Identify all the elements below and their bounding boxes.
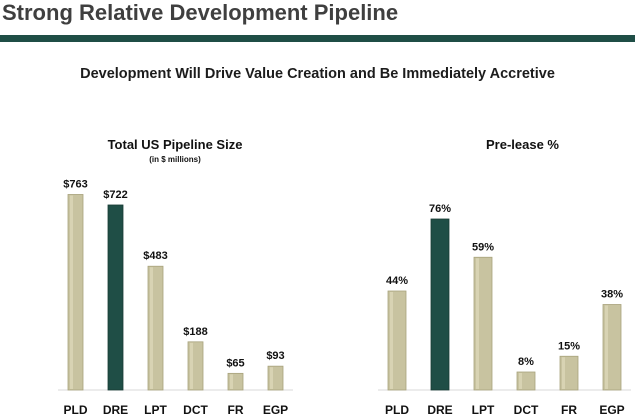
prelease-category-label-fr: FR [561,403,577,417]
pipeline-category-label-fr: FR [228,403,244,417]
pipeline-category-label-egp: EGP [263,403,288,417]
prelease-category-label-dct: DCT [514,403,539,417]
prelease-chart-title: Pre-lease % [486,137,559,152]
prelease-bar-shine-egp [605,305,608,389]
pipeline-category-label-lpt: LPT [144,403,167,417]
pipeline-value-label-pld: $763 [63,178,87,190]
pipeline-chart-unit: (in $ millions) [149,155,201,164]
prelease-bar-shine-lpt [476,258,479,389]
pipeline-value-label-egp: $93 [266,350,284,362]
prelease-bar-shine-fr [562,357,565,389]
prelease-category-label-lpt: LPT [472,403,495,417]
pipeline-bar-shine-dct [190,342,193,389]
pipeline-value-label-dre: $722 [103,189,127,201]
prelease-bar-dre [430,218,450,391]
prelease-value-label-egp: 38% [601,289,623,301]
pipeline-value-label-fr: $65 [226,357,244,369]
pipeline-bar-shine-egp [270,367,273,389]
pipeline-category-label-dre: DRE [103,403,128,417]
pipeline-value-label-lpt: $483 [143,250,167,262]
pipeline-bar-shine-fr [230,374,233,389]
prelease-value-label-lpt: 59% [472,241,494,253]
title-rule [0,35,635,42]
pipeline-category-label-dct: DCT [183,403,208,417]
pipeline-bar-shine-lpt [150,267,153,389]
prelease-bar-shine-dct [519,373,522,389]
pipeline-chart-title: Total US Pipeline Size [107,137,243,152]
pipeline-category-label-pld: PLD [64,403,88,417]
page-subtitle: Development Will Drive Value Creation an… [80,66,555,82]
prelease-category-label-pld: PLD [385,403,409,417]
prelease-category-label-egp: EGP [599,403,624,417]
prelease-bar-shine-pld [390,292,393,389]
prelease-value-label-pld: 44% [386,275,408,287]
prelease-category-label-dre: DRE [427,403,452,417]
prelease-value-label-dct: 8% [518,356,534,368]
pipeline-value-label-dct: $188 [183,326,207,338]
page-title: Strong Relative Development Pipeline [2,0,399,25]
pipeline-bar-dre [107,204,124,391]
prelease-value-label-fr: 15% [558,340,580,352]
prelease-value-label-dre: 76% [429,203,451,215]
pipeline-bar-shine-pld [70,195,73,389]
